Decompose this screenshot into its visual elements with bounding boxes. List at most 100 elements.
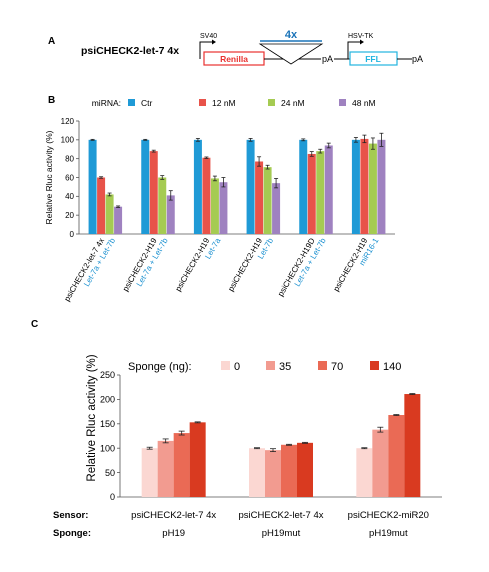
chart-b-y-tick-label: 60 [65,173,74,182]
chart-b-legend-swatch [268,99,275,106]
chart-c-y-tick-label: 50 [105,468,115,478]
chart-b-bar [141,139,150,234]
chart-b-y-tick-label: 40 [65,192,74,201]
sv40-promoter-arrow [199,41,212,59]
panel-a: A psiCHECK2-let-7 4x SV40 Renilla 4x pA … [48,29,423,66]
chart-b-bar [263,167,272,234]
chart-b-legend-label: 24 nM [281,98,305,108]
chart-b-bar [202,157,211,234]
chart-b-bar [114,206,123,234]
chart-c-sensor-row-label: Sensor: [53,510,88,521]
chart-b-y-tick-label: 120 [61,117,75,126]
chart-b-bar [193,139,202,234]
chart-c-sponge-row-label: Sponge: [53,528,91,539]
chart-b-legend-label: 48 nM [352,98,376,108]
chart-b-y-tick-label: 100 [61,136,75,145]
chart-c-bar [157,440,174,497]
chart-b-category-label: psiCHECK2-H19 [174,236,212,293]
chart-c-bar [265,450,281,497]
renilla-label: Renilla [220,54,248,64]
chart-c-bar [404,394,421,497]
chart-c-sponge-label: pH19mut [262,528,301,539]
chart-c-bar [356,448,373,497]
chart-b-bar [149,151,158,234]
chart-c-sensor-label: psiCHECK2-let-7 4x [131,510,216,521]
chart-c-bar [372,429,389,497]
sv40-label: SV40 [200,33,217,40]
pa-label-1: pA [322,54,333,64]
chart-c-y-tick-label: 200 [100,395,115,405]
chart-c-legend-swatch [318,361,327,370]
chart-c-sensor-label: psiCHECK2-miR20 [348,510,429,521]
chart-b-bar [166,195,175,234]
chart-b-bar [97,177,106,234]
chart-c-bar [189,422,206,497]
chart-b-bar [88,139,97,234]
chart-b-bar [299,139,308,234]
chart-c-sponge-label: pH19mut [369,528,408,539]
chart-c-y-axis-label: Relative Rluc activity (%) [86,354,98,481]
construct-name: psiCHECK2-let-7 4x [81,45,179,57]
hsvtk-label: HSV-TK [348,33,374,40]
chart-b-legend-label: 12 nM [212,98,236,108]
chart-c-bar [281,444,297,497]
chart-b-legend-label: Ctr [141,98,153,108]
chart-c-y-tick-label: 100 [100,443,115,453]
chart-c-sponge-label: pH19 [162,528,185,539]
ffl-label: FFL [365,54,381,64]
chart-b-bar [158,177,167,234]
chart-c-bar [297,442,313,497]
sv40-arrowhead [212,39,216,45]
insert-triangle [258,43,324,65]
chart-c-bar [141,448,158,497]
chart-b-legend-swatch [199,99,206,106]
chart-c-legend-label: 35 [279,361,291,373]
chart-b-bar [105,194,114,234]
chart-b-bar [351,139,360,234]
chart-c-legend-label: 70 [331,361,343,373]
chart-c-bar [173,433,190,497]
chart-c-y-tick-label: 150 [100,419,115,429]
chart-c-legend-label: 0 [234,361,240,373]
chart-c-legend-swatch [370,361,379,370]
chart-b-legend-title: miRNA: [92,98,121,108]
panel-c-letter: C [31,319,38,330]
chart-c-sensor-label: psiCHECK2-let-7 4x [239,510,324,521]
chart-c-y-tick-label: 0 [110,492,115,502]
chart-b-y-tick-label: 20 [65,211,74,220]
panel-a-letter: A [48,36,55,47]
chart-c-legend-label: 140 [383,361,401,373]
chart-b-bar [316,151,325,234]
chart-b-category-label: psiCHECK2-H19 [226,236,264,293]
chart-b-bar [377,139,386,234]
chart-b-bar [368,143,377,234]
chart-b-y-tick-label: 80 [65,154,74,163]
chart-b-bar [272,183,281,234]
chart-b-bar [219,182,228,234]
chart-b-legend-swatch [339,99,346,106]
hsvtk-promoter-arrow [347,41,360,59]
chart-b-y-axis-label: Relative Rluc activity (%) [44,130,54,224]
chart-c-bar [249,448,265,497]
chart-b-legend-swatch [128,99,135,106]
chart-b-bar [324,145,333,234]
insert-label: 4x [285,29,298,41]
chart-c-legend-title: Sponge (ng): [128,361,192,373]
chart-b-bar [307,153,316,234]
pa-label-2: pA [412,54,423,64]
chart-c-bar [388,415,405,497]
chart-b-bar [255,161,264,234]
hsvtk-arrowhead [360,39,364,45]
panel-b-letter: B [48,95,55,106]
chart-c-y-tick-label: 250 [100,370,115,380]
chart-c-legend-swatch [221,361,230,370]
chart-b-y-tick-label: 0 [70,230,75,239]
chart-c-legend-swatch [266,361,275,370]
chart-b-bar [210,178,219,234]
chart-b: 0 20 40 60 80 100 120 Relative Rluc activity (%… [44,98,395,303]
chart-b-bar [360,138,369,234]
chart-b-bar [246,139,255,234]
